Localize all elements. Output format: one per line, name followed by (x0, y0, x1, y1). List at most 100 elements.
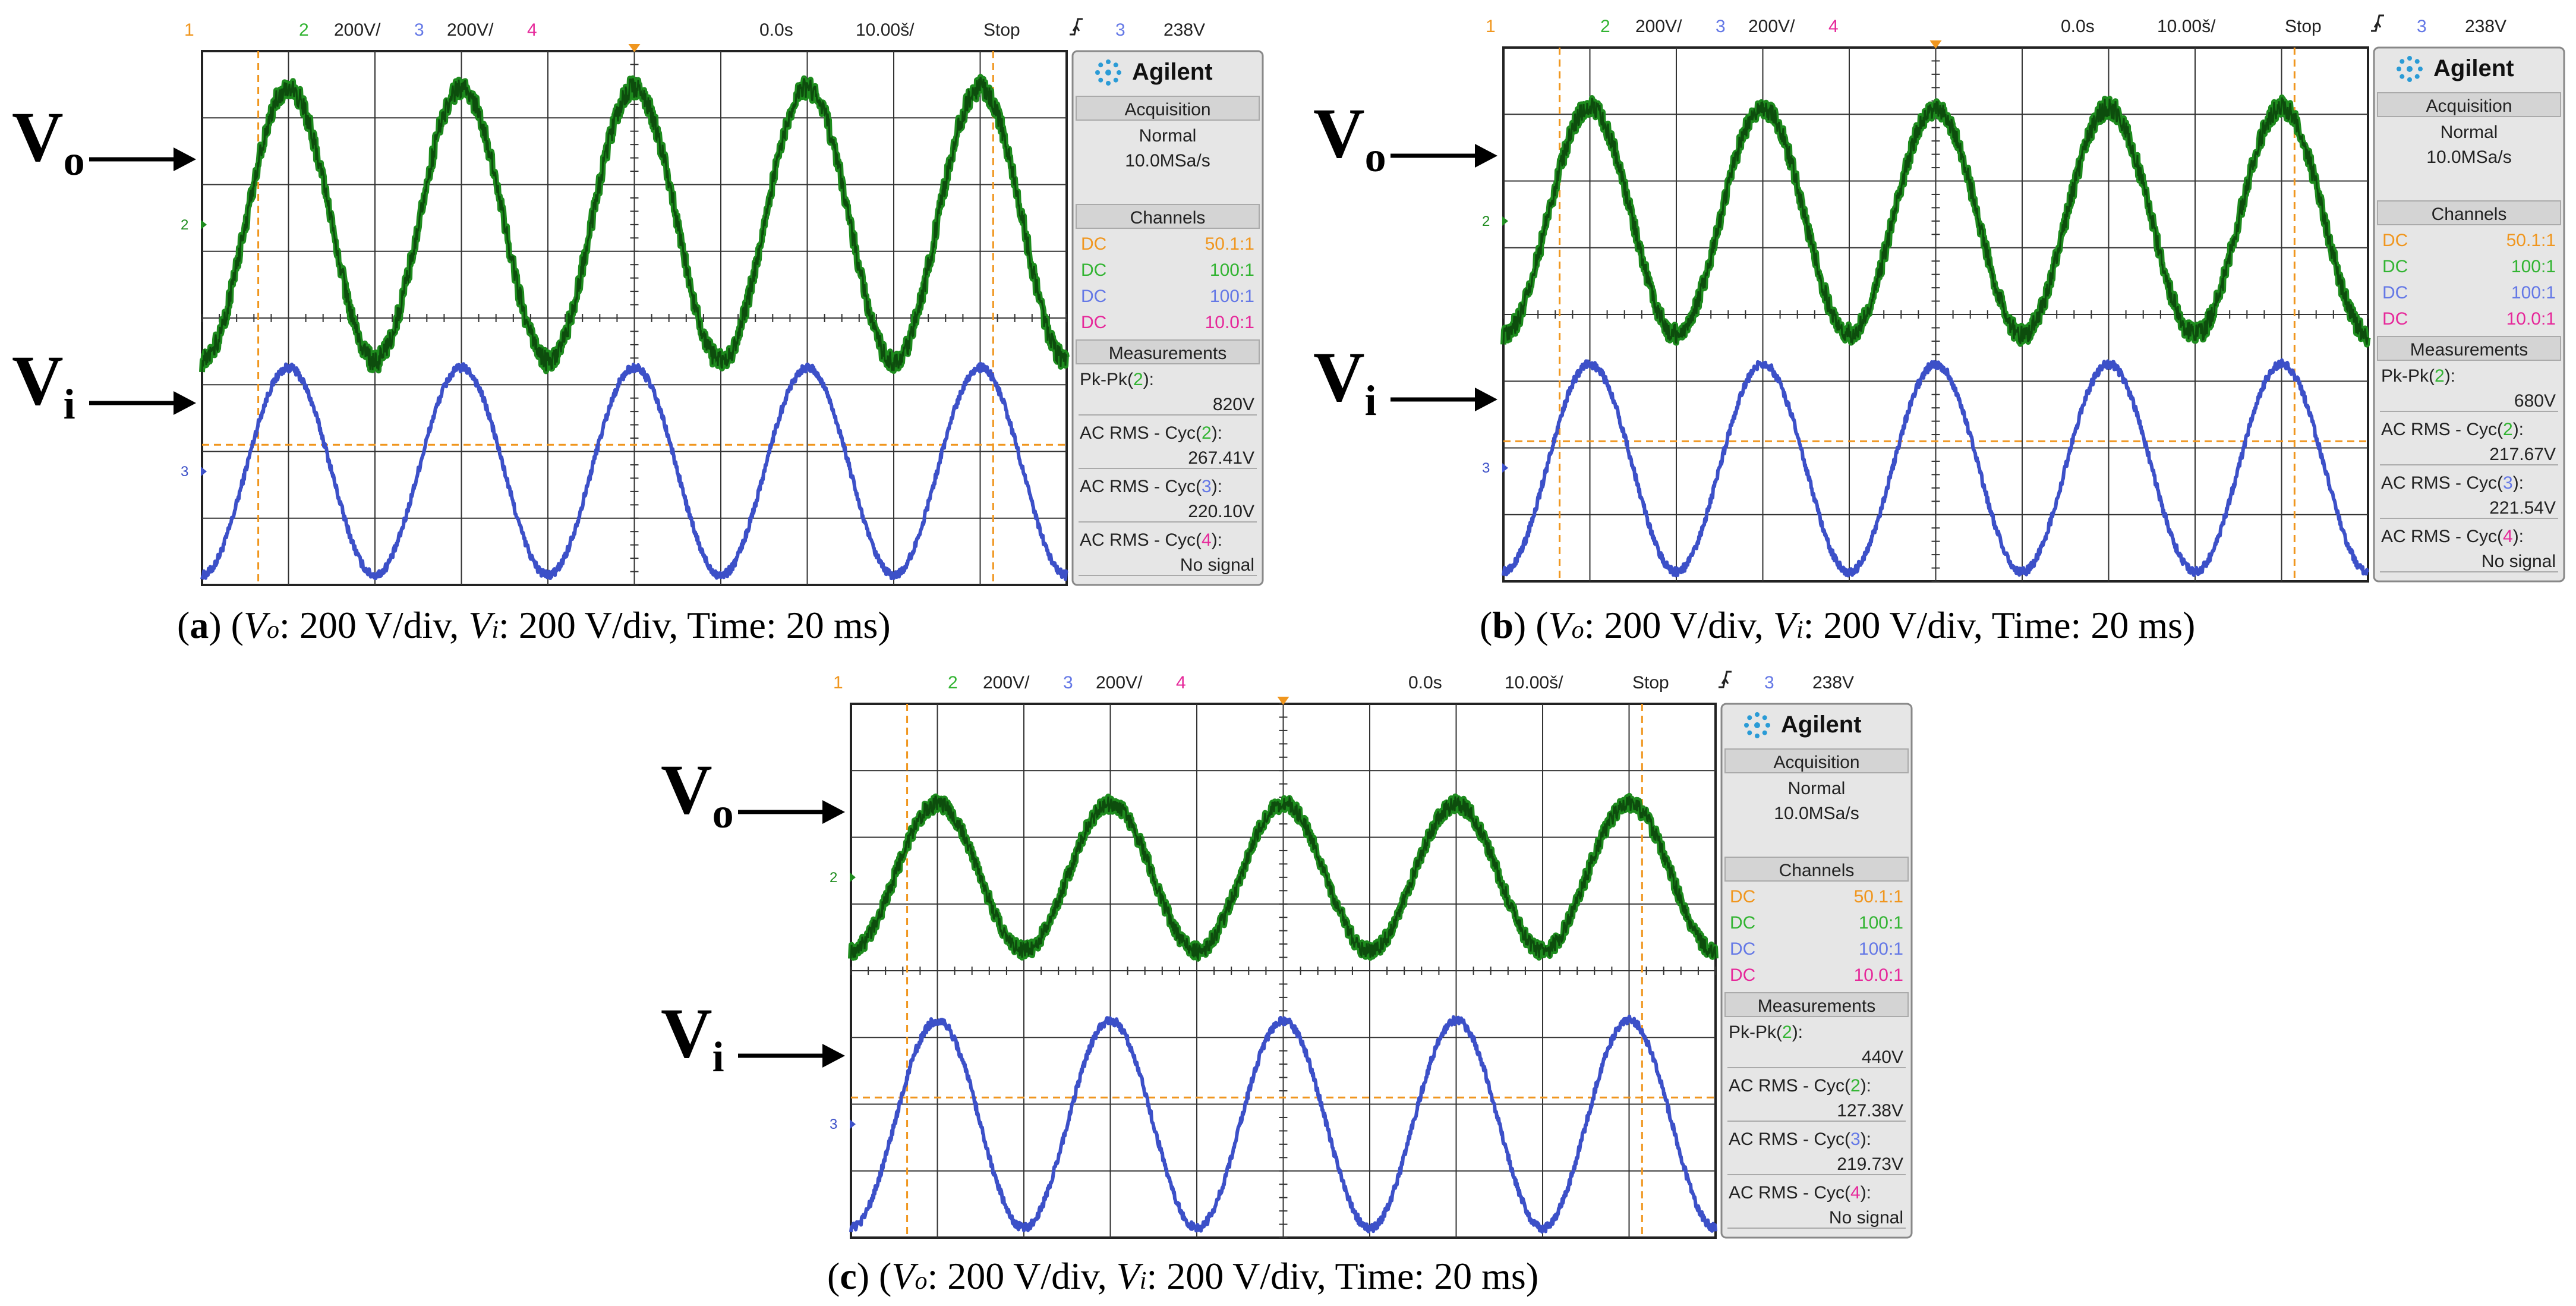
scope-panel-b: 1 2 200V/3 200V/4 0.0s 10.00š/Stop 3 238V32Agil… (1313, 14, 2565, 583)
channel-3-probe: 100:1 (2511, 283, 2556, 303)
measurements-header: Measurements (1109, 344, 1226, 363)
status-bar: 1 2 200V/3 200V/4 0.0s 10.00š/Stop 3 238V (833, 671, 1854, 693)
measurement-value: 267.41V (1188, 448, 1254, 468)
waveform-ch2-edge (201, 77, 1068, 373)
measurement-label: Pk-Pk(2): (1080, 370, 1154, 389)
vi-label: Vi (661, 993, 724, 1081)
channel-3-probe: 100:1 (1859, 939, 1903, 959)
measurement-value: 820V (1213, 395, 1254, 414)
measurements-header: Measurements (1758, 996, 1875, 1016)
channel-2-coupling: DC (1730, 913, 1755, 933)
measurement-channel: 2 (2503, 420, 2513, 439)
cursors (851, 704, 1716, 1238)
status-bar: 1 2 200V/3 200V/4 0.0s 10.00š/Stop 3 238V (184, 18, 1205, 40)
signal-labels: Vo Vi (1313, 93, 1497, 424)
channel-1-probe: 50.1:1 (1854, 887, 1903, 907)
svg-text:3: 3 (830, 1116, 837, 1132)
channel-1-probe: 50.1:1 (2506, 231, 2556, 250)
measurement-value: No signal (1180, 555, 1254, 575)
channels-header: Channels (2432, 204, 2507, 224)
measurement-label: AC RMS - Cyc(4): (1080, 530, 1222, 550)
measurement-label-text: Pk-Pk( (2381, 366, 2435, 386)
vo-arrowhead-icon (1475, 144, 1497, 168)
measurement-label: AC RMS - Cyc(3): (1729, 1129, 1871, 1149)
channel-3-label: 3 (1716, 17, 1726, 36)
vi-arrowhead-icon (174, 391, 196, 415)
channel-3-probe: 100:1 (1210, 287, 1254, 306)
channel-3-label: 3 (414, 20, 424, 40)
channel-3-coupling: DC (2382, 283, 2408, 303)
measurement-label: AC RMS - Cyc(2): (2381, 420, 2524, 439)
channel-3-scale: 200V/ (1748, 17, 1795, 36)
channel-2-probe: 100:1 (2511, 257, 2556, 276)
channel-2-probe: 100:1 (1210, 260, 1254, 280)
measurement-value: 127.38V (1837, 1101, 1903, 1121)
agilent-spark-icon (2397, 56, 2423, 82)
measurement-label-tail: ): (1861, 1183, 1871, 1203)
measurement-value: 440V (1862, 1047, 1903, 1067)
trigger-position-marker (628, 44, 641, 52)
waveform-ch2-edge (1502, 97, 2369, 345)
channel-4-probe: 10.0:1 (1854, 965, 1903, 985)
channel-2-label: 2 (1600, 17, 1610, 36)
measurement-channel: 3 (1202, 477, 1212, 496)
cursors (1503, 48, 2368, 581)
measurement-label-tail: ): (2513, 420, 2524, 439)
measurement-channel: 2 (1850, 1076, 1861, 1096)
measurement-channel: 2 (1133, 370, 1143, 389)
channel-3-coupling: DC (1730, 939, 1755, 959)
channel-2-scale: 200V/ (334, 20, 381, 40)
agilent-spark-icon (1744, 712, 1770, 738)
measurement-channel: 4 (2503, 527, 2513, 546)
run-state: Stop (983, 20, 1020, 40)
channel-3-label: 3 (1063, 673, 1073, 693)
measurement-value: No signal (2482, 552, 2556, 571)
ground-marker-ch2: 2 (830, 870, 856, 886)
measurement-value: 217.67V (2489, 445, 2556, 464)
acquisition-mode: Normal (1788, 779, 1846, 798)
waveform-ch3 (849, 1014, 1717, 1234)
measurement-label-tail: ): (1792, 1022, 1803, 1042)
trigger-channel: 3 (1764, 673, 1774, 693)
waveform-ch3 (1502, 358, 2369, 578)
measurement-label: AC RMS - Cyc(2): (1729, 1076, 1871, 1096)
measurement-label-text: AC RMS - Cyc( (2381, 473, 2503, 493)
channel-4-coupling: DC (1730, 965, 1755, 985)
trigger-edge-icon (1719, 671, 1732, 688)
channel-2-coupling: DC (2382, 257, 2408, 276)
vo-arrowhead-icon (174, 147, 196, 171)
measurement-label: AC RMS - Cyc(4): (2381, 527, 2524, 546)
channel-3-scale: 200V/ (447, 20, 494, 40)
measurement-label-text: AC RMS - Cyc( (1080, 477, 1202, 496)
measurement-channel: 4 (1202, 530, 1212, 550)
measurement-label: AC RMS - Cyc(2): (1080, 423, 1222, 443)
channel-4-label: 4 (1176, 673, 1186, 693)
vo-label: Vo (1313, 93, 1386, 181)
svg-text:3: 3 (1482, 460, 1490, 476)
measurement-label-tail: ): (2513, 473, 2524, 493)
acquisition-header: Acquisition (1124, 100, 1210, 119)
measurement-label-tail: ): (2445, 366, 2455, 386)
measurement-value: 680V (2514, 391, 2556, 411)
time-offset: 0.0s (759, 20, 793, 40)
time-offset: 0.0s (1408, 673, 1442, 693)
sample-rate: 10.0MSa/s (1774, 804, 1859, 823)
channel-2-scale: 200V/ (1635, 17, 1682, 36)
measurement-channel: 3 (1850, 1129, 1861, 1149)
trigger-edge-icon (1070, 18, 1083, 36)
vo-label: Vo (661, 750, 734, 837)
timebase: 10.00š/ (1505, 673, 1563, 693)
measurement-value: 219.73V (1837, 1154, 1903, 1174)
caption-letter: b (1492, 604, 1514, 646)
channels-header: Channels (1130, 208, 1206, 228)
caption-letter: a (190, 604, 209, 646)
ground-marker-ch3: 3 (830, 1116, 856, 1132)
channel-4-probe: 10.0:1 (2506, 309, 2556, 329)
caption-c: (c) (Vo: 200 V/div, Vi: 200 V/div, Time:… (827, 1255, 1539, 1297)
trigger-level: 238V (2465, 17, 2506, 36)
measurement-label-tail: ): (1861, 1076, 1871, 1096)
vi-label: Vi (1313, 337, 1377, 424)
channel-1-probe: 50.1:1 (1205, 234, 1254, 254)
side-panel: Agilent Acquisition Normal 10.0MSa/s Channel… (1071, 50, 1264, 586)
scope-panel-a: 1 2 200V/3 200V/4 0.0s 10.00š/Stop 3 238V32Agil… (12, 18, 1264, 586)
